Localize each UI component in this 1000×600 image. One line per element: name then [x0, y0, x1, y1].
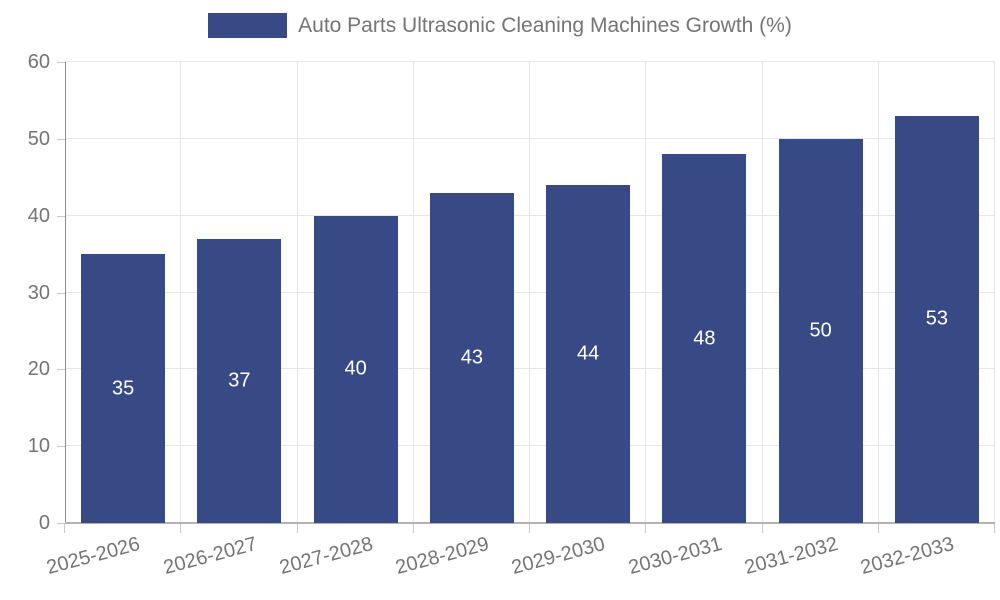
v-gridline [994, 62, 995, 523]
x-tick-mark [64, 524, 65, 533]
bar-2026-2027: 37 [197, 238, 282, 523]
bar-value-label: 43 [460, 346, 483, 369]
x-tick-label: 2027-2028 [277, 533, 376, 580]
y-tick-mark [57, 446, 65, 448]
y-tick-mark [57, 62, 65, 63]
bar-2029-2030: 44 [546, 184, 631, 523]
bar-value-label: 37 [228, 369, 251, 392]
bar-2030-2031: 48 [662, 154, 747, 523]
y-tick-label: 30 [27, 281, 50, 304]
x-tick-mark [180, 524, 181, 533]
bar-value-label: 40 [344, 357, 367, 380]
legend-label: Auto Parts Ultrasonic Cleaning Machines … [298, 13, 792, 37]
h-gridline [65, 445, 995, 447]
bar-value-label: 50 [809, 319, 832, 342]
h-gridline [65, 368, 995, 370]
bar-value-label: 53 [925, 307, 948, 330]
x-tick-mark [878, 524, 879, 533]
h-gridline [65, 291, 995, 293]
legend-item[interactable]: Auto Parts Ultrasonic Cleaning Machines … [208, 13, 792, 38]
v-gridline [645, 62, 646, 523]
bar-2027-2028: 40 [313, 215, 398, 523]
x-tick-label: 2026-2027 [160, 533, 260, 580]
h-gridline [65, 137, 995, 139]
y-tick-mark [57, 292, 65, 294]
v-gridline [180, 62, 181, 523]
bar-value-label: 44 [577, 342, 600, 365]
plot-area: 35 37 40 43 44 48 50 53 [65, 61, 995, 524]
y-axis-line [65, 62, 66, 523]
y-tick-mark [57, 215, 65, 217]
v-gridline [878, 62, 879, 523]
chart-legend: Auto Parts Ultrasonic Cleaning Machines … [0, 13, 1000, 38]
y-tick-label: 10 [27, 435, 50, 458]
bar-2025-2026: 35 [81, 254, 166, 523]
x-tick-label: 2025-2026 [44, 533, 143, 580]
v-gridline [762, 62, 763, 523]
bar-2032-2033: 53 [894, 115, 979, 523]
y-tick-label: 40 [27, 204, 50, 227]
v-gridline [529, 62, 530, 523]
x-tick-label: 2032-2033 [858, 533, 957, 580]
bar-value-label: 35 [112, 377, 135, 400]
y-tick-mark [57, 369, 65, 371]
x-tick-mark [994, 524, 995, 533]
y-tick-label: 0 [38, 512, 50, 534]
x-tick-mark [645, 524, 646, 533]
x-tick-mark [297, 524, 298, 533]
y-tick-label: 60 [27, 51, 50, 73]
y-tick-mark [57, 523, 65, 524]
bar-value-label: 48 [693, 327, 716, 350]
bar-2031-2032: 50 [778, 138, 863, 523]
bar-2028-2029: 43 [429, 192, 514, 523]
x-tick-label: 2031-2032 [742, 533, 841, 580]
y-tick-label: 50 [27, 127, 50, 150]
y-tick-mark [57, 138, 65, 140]
v-gridline [297, 62, 298, 523]
x-axis-line [65, 522, 995, 524]
h-gridline [65, 61, 995, 62]
x-tick-mark [529, 524, 530, 533]
y-tick-label: 20 [27, 358, 50, 381]
x-tick-mark [413, 524, 414, 533]
x-tick-label: 2030-2031 [625, 533, 725, 580]
h-gridline [65, 214, 995, 216]
legend-swatch [208, 13, 288, 38]
x-tick-mark [762, 524, 763, 533]
v-gridline [413, 62, 414, 523]
x-tick-label: 2029-2030 [509, 533, 608, 580]
x-tick-label: 2028-2029 [393, 533, 492, 580]
